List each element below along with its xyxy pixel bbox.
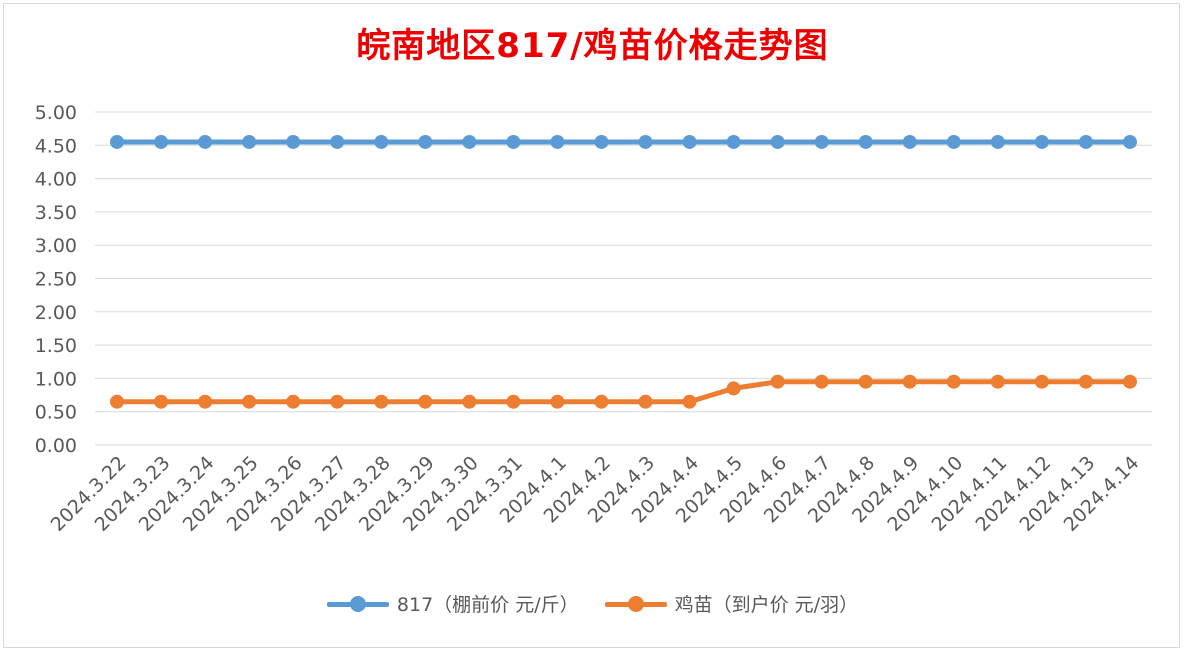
data-point-series1 (682, 134, 697, 149)
y-tick-label: 0.00 (35, 435, 77, 457)
data-point-series1 (726, 134, 741, 149)
gridlines (95, 111, 1152, 446)
data-point-series2 (330, 394, 345, 409)
data-point-series2 (198, 394, 213, 409)
data-point-series2 (990, 374, 1005, 389)
data-point-series1 (594, 134, 609, 149)
data-point-series2 (154, 394, 169, 409)
y-tick-label: 1.50 (35, 335, 77, 357)
data-point-series2 (506, 394, 521, 409)
y-tick-label: 2.00 (35, 302, 77, 324)
data-point-series2 (110, 394, 125, 409)
y-tick-label: 5.00 (35, 102, 77, 124)
y-tick-label: 4.50 (35, 135, 77, 157)
data-point-series2 (242, 394, 257, 409)
data-point-series2 (770, 374, 785, 389)
x-axis-labels: 2024.3.222024.3.232024.3.242024.3.252024… (47, 452, 1144, 536)
data-point-series1 (330, 134, 345, 149)
data-point-series1 (814, 134, 829, 149)
data-point-series2 (858, 374, 873, 389)
data-point-series2 (1122, 374, 1137, 389)
data-point-series2 (594, 394, 609, 409)
data-point-series1 (1078, 134, 1093, 149)
legend-swatch-series2 (604, 594, 667, 614)
data-point-series2 (286, 394, 301, 409)
y-tick-label: 3.00 (35, 235, 77, 257)
data-point-series2 (946, 374, 961, 389)
data-point-series2 (638, 394, 653, 409)
y-axis-labels: 0.00 0.50 1.00 1.50 2.00 2.50 3.00 3.50 4.00 4.50… (35, 102, 77, 457)
data-point-series1 (506, 134, 521, 149)
y-tick-label: 3.50 (35, 202, 77, 224)
data-point-series1 (418, 134, 433, 149)
data-point-series1 (770, 134, 785, 149)
data-point-series1 (462, 134, 477, 149)
data-point-series2 (1078, 374, 1093, 389)
data-point-series2 (1034, 374, 1049, 389)
data-point-series2 (550, 394, 565, 409)
data-point-series2 (418, 394, 433, 409)
y-tick-label: 2.50 (35, 269, 77, 291)
legend-label-series2: 鸡苗（到户价 元/羽） (674, 594, 859, 616)
data-point-series1 (902, 134, 917, 149)
data-point-series1 (858, 134, 873, 149)
data-point-series1 (550, 134, 565, 149)
y-tick-label: 0.50 (35, 402, 77, 424)
legend-item-series2: 鸡苗（到户价 元/羽） (604, 590, 859, 617)
series-lines (114, 139, 1133, 405)
data-point-series1 (638, 134, 653, 149)
data-point-series1 (1034, 134, 1049, 149)
data-point-series2 (374, 394, 389, 409)
data-point-series1 (1122, 134, 1137, 149)
series-line-2 (114, 379, 1133, 405)
data-point-series1 (374, 134, 389, 149)
data-point-series1 (242, 134, 257, 149)
chart-title: 皖南地区817/鸡苗价格走势图 (356, 26, 829, 66)
data-point-series1 (198, 134, 213, 149)
legend-label-series1: 817（棚前价 元/斤） (396, 594, 579, 616)
data-point-series2 (814, 374, 829, 389)
chart-frame (3, 3, 1180, 648)
data-point-series1 (154, 134, 169, 149)
data-point-series1 (946, 134, 961, 149)
data-point-series2 (726, 381, 741, 396)
series-points (110, 134, 1137, 409)
data-point-series2 (682, 394, 697, 409)
data-point-series2 (902, 374, 917, 389)
data-point-series1 (286, 134, 301, 149)
data-point-series2 (462, 394, 477, 409)
data-point-series1 (990, 134, 1005, 149)
y-tick-label: 4.00 (35, 169, 77, 191)
data-point-series1 (110, 134, 125, 149)
legend: 817（棚前价 元/斤） 鸡苗（到户价 元/羽） (0, 590, 1185, 617)
y-tick-label: 1.00 (35, 368, 77, 390)
legend-swatch-series1 (326, 594, 389, 614)
legend-item-series1: 817（棚前价 元/斤） (326, 590, 579, 617)
